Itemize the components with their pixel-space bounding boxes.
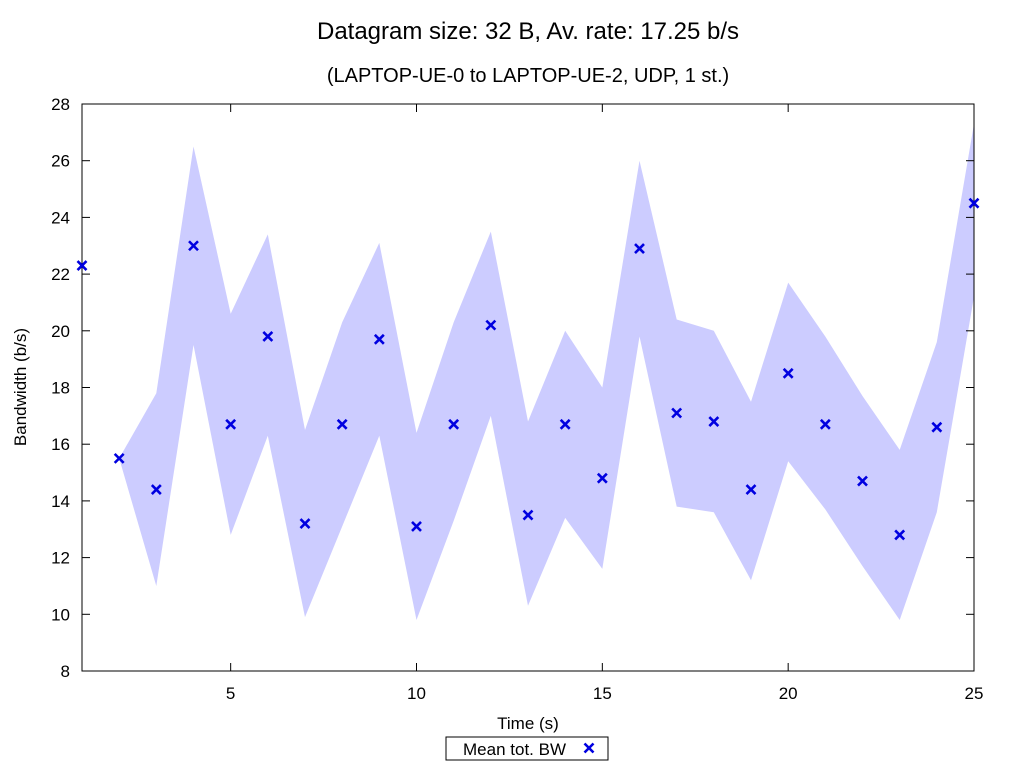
data-point xyxy=(262,331,274,342)
x-tick-label: 20 xyxy=(779,684,798,703)
confidence-band xyxy=(82,123,974,621)
legend-marker xyxy=(583,742,595,754)
y-tick-label: 10 xyxy=(51,605,70,624)
y-tick-label: 26 xyxy=(51,152,70,171)
y-tick-label: 14 xyxy=(51,492,70,511)
data-point xyxy=(411,520,422,532)
x-tick-label: 15 xyxy=(593,684,612,703)
data-point xyxy=(745,484,757,495)
legend: Mean tot. BW xyxy=(445,736,609,761)
data-point xyxy=(819,418,831,430)
data-point xyxy=(931,421,943,433)
data-point xyxy=(150,484,162,495)
legend-box xyxy=(445,736,609,761)
confidence-band-layer xyxy=(82,123,974,621)
data-point xyxy=(225,418,237,430)
data-point xyxy=(782,367,794,379)
data-point xyxy=(373,333,385,345)
y-tick-label: 18 xyxy=(51,379,70,398)
axis-ticks: 8 10 12 14 16 18 20 22 24 26 28 5 10 15 20 25 xyxy=(51,95,983,703)
data-point xyxy=(336,418,348,430)
legend-marker-symbol xyxy=(583,742,595,754)
data-point xyxy=(894,529,906,541)
legend-label: Mean tot. BW xyxy=(463,740,566,759)
data-point xyxy=(76,260,88,272)
x-tick-label: 5 xyxy=(226,684,235,703)
y-tick-label: 20 xyxy=(51,322,70,341)
y-tick-label: 8 xyxy=(61,662,70,681)
y-tick-label: 22 xyxy=(51,265,70,284)
x-axis-label: Time (s) xyxy=(497,714,559,733)
chart-title: Datagram size: 32 B, Av. rate: 17.25 b/s xyxy=(317,18,739,45)
y-tick-label: 16 xyxy=(51,435,70,454)
y-axis-label: Bandwidth (b/s) xyxy=(11,328,30,446)
data-point xyxy=(188,240,199,252)
y-tick-label: 12 xyxy=(51,549,70,568)
data-point xyxy=(299,518,311,529)
data-point xyxy=(596,472,608,484)
chart-subtitle: (LAPTOP-UE-0 to LAPTOP-UE-2, UDP, 1 st.) xyxy=(327,65,729,87)
data-point xyxy=(671,407,683,419)
data-point xyxy=(968,197,980,209)
data-point xyxy=(634,243,645,255)
data-point xyxy=(857,475,868,487)
y-tick-label: 24 xyxy=(51,208,70,227)
data-point xyxy=(448,418,460,430)
data-point xyxy=(708,416,720,427)
y-tick-label: 28 xyxy=(51,95,70,114)
data-point xyxy=(113,452,125,464)
data-point xyxy=(485,319,497,331)
data-markers xyxy=(76,197,980,541)
data-point xyxy=(559,418,571,430)
x-tick-label: 10 xyxy=(407,684,426,703)
x-tick-label: 25 xyxy=(965,684,984,703)
data-point xyxy=(522,509,534,521)
